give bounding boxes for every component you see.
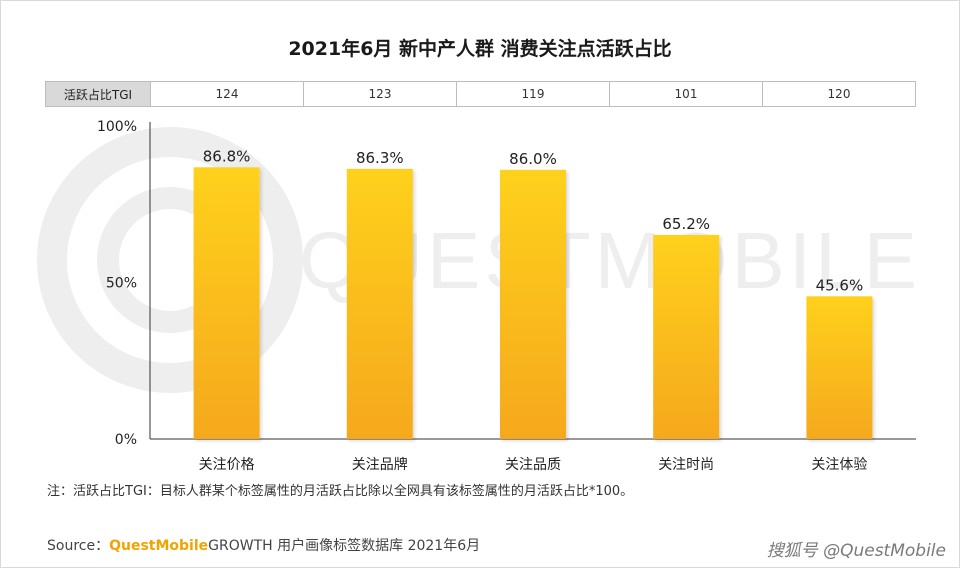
tgi-header: 活跃占比TGI [46, 82, 151, 106]
source-prefix: Source： [47, 538, 110, 554]
source-line: Source：QuestMobileGROWTH 用户画像标签数据库 2021年… [47, 535, 480, 555]
tgi-table: 活跃占比TGI 124 123 119 101 120 [45, 81, 916, 107]
chart-title: 2021年6月 新中产人群 消费关注点活跃占比 [288, 38, 672, 60]
bar [193, 167, 260, 440]
watermark: QUESTMOBILE [37, 127, 917, 393]
source-brand: QuestMobile [109, 538, 209, 554]
bar [346, 168, 413, 440]
bar [653, 234, 720, 439]
bar [500, 169, 566, 439]
footnote: 注：活跃占比TGI：目标人群某个标签属性的月活跃占比除以全网具有该标签属性的月活… [47, 484, 634, 499]
y-tick-label: 50% [106, 276, 137, 292]
tgi-value: 101 [610, 82, 763, 106]
y-tick-label: 100% [97, 119, 137, 135]
x-tick-label: 关注品牌 [352, 456, 408, 473]
tgi-value: 124 [151, 82, 304, 106]
tgi-value: 120 [827, 87, 851, 101]
x-tick-label: 关注体验 [811, 457, 867, 473]
corner-watermark: 搜狐号 @QuestMobile [766, 541, 946, 561]
bar [806, 296, 873, 439]
tgi-value: 119 [457, 82, 610, 106]
bar-value-label: 86.8% [203, 147, 251, 165]
bar-value-label: 86.0% [509, 150, 557, 168]
bar-value-label: 65.2% [662, 215, 710, 233]
tgi-value: 123 [304, 82, 457, 106]
bar-value-label: 45.6% [816, 276, 864, 294]
source-rest: GROWTH 用户画像标签数据库 2021年6月 [208, 538, 481, 554]
x-tick-label: 关注价格 [199, 457, 255, 473]
x-tick-label: 关注品质 [505, 457, 561, 473]
bar-value-label: 86.3% [356, 149, 404, 167]
x-tick-label: 关注时尚 [658, 457, 714, 473]
y-tick-label: 0% [115, 432, 137, 448]
